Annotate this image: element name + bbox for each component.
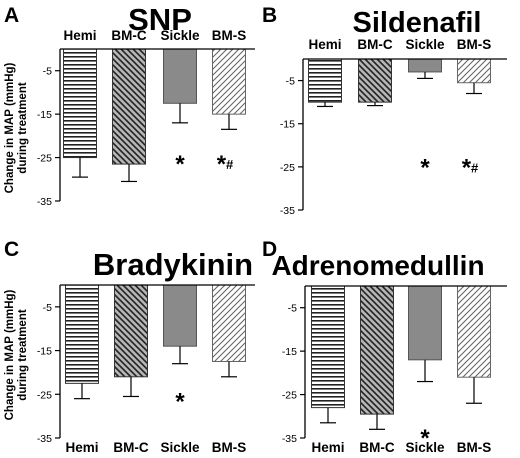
y-tick-label: -5 xyxy=(286,76,295,88)
panel-b: B Sildenafil Hemi BM-C Sickle BM-S -5 -15 -25 -35… xyxy=(262,4,507,217)
panel-title: Bradykinin xyxy=(93,247,253,282)
significance-marker: *# xyxy=(462,154,479,181)
y-tick-label: -35 xyxy=(280,205,295,217)
panel-a: A SNP Hemi BM-C Sickle BM-S -5 -15 -25 -35 * *# xyxy=(4,2,255,208)
bar-sickle xyxy=(163,284,197,347)
y-tick-label: -25 xyxy=(280,162,295,174)
bar-hemi xyxy=(308,58,342,103)
panel-c: C Bradykinin Hemi BM-C Sickle BM-S -5 -15 -25 -35… xyxy=(4,238,255,455)
y-tick-label: -25 xyxy=(282,390,297,402)
panel-letter: B xyxy=(262,4,277,27)
ylabel-bottom: Change in MAP (mmHg) during treatment xyxy=(4,289,29,420)
ylabel-line2: during treatment xyxy=(17,82,29,174)
bar-hemi xyxy=(311,285,345,409)
bar-bm-c xyxy=(360,285,394,415)
category-label: Sickle xyxy=(160,28,200,43)
bar-hemi xyxy=(65,284,99,384)
significance-marker: * xyxy=(420,154,430,181)
significance-marker: *# xyxy=(217,151,234,178)
category-label: Hemi xyxy=(65,440,98,455)
significance-marker: * xyxy=(420,425,430,452)
bar-bm-s xyxy=(212,48,246,115)
y-tick-label: -15 xyxy=(37,109,52,121)
bar-sickle xyxy=(408,285,442,361)
panels: A SNP Hemi BM-C Sickle BM-S -5 -15 -25 -35 * *# B Sil… xyxy=(4,2,507,455)
y-tick-label: -5 xyxy=(288,303,297,315)
panel-title: Sildenafil xyxy=(353,7,482,39)
bar-sickle xyxy=(163,48,197,104)
bar-hemi xyxy=(63,48,97,159)
category-label: Sickle xyxy=(160,440,200,455)
y-tick-label: -25 xyxy=(37,389,52,401)
category-label: Sickle xyxy=(405,440,445,455)
panel-letter: C xyxy=(4,238,19,261)
category-label: BM-S xyxy=(457,440,492,455)
category-label: BM-C xyxy=(113,440,148,455)
category-label: BM-S xyxy=(212,28,247,43)
category-label: BM-C xyxy=(359,440,394,455)
category-label: Sickle xyxy=(405,37,445,52)
panel-letter: A xyxy=(4,4,19,27)
ylabel-line2: during treatment xyxy=(17,309,29,401)
bar-bm-s xyxy=(212,284,246,362)
category-label: Hemi xyxy=(63,28,96,43)
category-label: BM-C xyxy=(111,28,146,43)
category-label: Hemi xyxy=(308,37,341,52)
y-tick-label: -35 xyxy=(282,433,297,445)
ylabel-top: Change in MAP (mmHg) during treatment xyxy=(4,62,29,193)
y-tick-label: -35 xyxy=(37,433,52,445)
ylabel-line1: Change in MAP (mmHg) xyxy=(4,62,16,193)
bar-bm-c xyxy=(112,48,146,165)
y-tick-label: -15 xyxy=(282,346,297,358)
y-tick-label: -5 xyxy=(43,66,52,78)
y-tick-label: -5 xyxy=(43,302,52,314)
y-tick-label: -15 xyxy=(37,346,52,358)
significance-marker: * xyxy=(175,389,185,416)
significance-marker: * xyxy=(175,151,185,178)
bar-bm-c xyxy=(358,58,392,103)
category-label: Hemi xyxy=(311,440,344,455)
category-label: BM-C xyxy=(357,37,392,52)
y-tick-label: -25 xyxy=(37,153,52,165)
category-label: BM-S xyxy=(212,440,247,455)
panel-letter: D xyxy=(262,238,277,261)
bar-bm-s xyxy=(457,58,491,84)
y-tick-label: -15 xyxy=(280,119,295,131)
panel-title: SNP xyxy=(128,2,192,37)
panel-title: Adrenomedullin xyxy=(271,250,484,281)
category-label: BM-S xyxy=(457,37,492,52)
ylabel-line1: Change in MAP (mmHg) xyxy=(4,289,16,420)
bar-bm-s xyxy=(457,285,491,378)
y-tick-label: -35 xyxy=(37,196,52,208)
bar-bm-c xyxy=(114,284,148,378)
bar-sickle xyxy=(408,58,442,73)
